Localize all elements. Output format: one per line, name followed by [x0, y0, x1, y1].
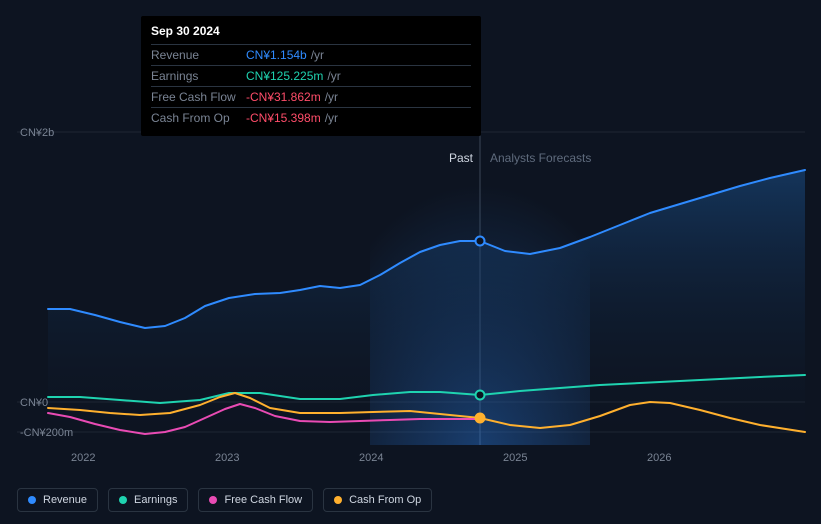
legend-dot [209, 496, 217, 504]
legend-dot [334, 496, 342, 504]
legend-item[interactable]: Cash From Op [323, 488, 432, 512]
tooltip-label: Earnings [151, 69, 246, 83]
legend-label: Revenue [43, 494, 87, 506]
tooltip-label: Cash From Op [151, 111, 246, 125]
tooltip-row: RevenueCN¥1.154b/yr [151, 44, 471, 65]
tooltip-rows: RevenueCN¥1.154b/yrEarningsCN¥125.225m/y… [151, 44, 471, 128]
tooltip-label: Revenue [151, 48, 246, 62]
tooltip-value: CN¥1.154b [246, 48, 307, 62]
tooltip-value: -CN¥31.862m [246, 90, 321, 104]
chart-legend: Revenue Earnings Free Cash Flow Cash From O… [17, 488, 432, 512]
legend-item[interactable]: Earnings [108, 488, 188, 512]
x-axis-label: 2025 [503, 452, 527, 464]
chart-tooltip: Sep 30 2024 RevenueCN¥1.154b/yrEarningsC… [141, 16, 481, 136]
y-axis-label: CN¥2b [20, 127, 54, 139]
legend-item[interactable]: Revenue [17, 488, 98, 512]
tooltip-row: Cash From Op-CN¥15.398m/yr [151, 107, 471, 128]
region-label-past: Past [449, 151, 473, 165]
tooltip-date: Sep 30 2024 [151, 24, 471, 44]
legend-dot [119, 496, 127, 504]
tooltip-unit: /yr [311, 48, 324, 62]
tooltip-row: EarningsCN¥125.225m/yr [151, 65, 471, 86]
legend-dot [28, 496, 36, 504]
region-label-forecast: Analysts Forecasts [490, 151, 591, 165]
legend-label: Cash From Op [349, 494, 421, 506]
tooltip-value: CN¥125.225m [246, 69, 323, 83]
tooltip-unit: /yr [327, 69, 340, 83]
x-axis-label: 2024 [359, 452, 383, 464]
x-axis-label: 2023 [215, 452, 239, 464]
tooltip-unit: /yr [325, 90, 338, 104]
y-axis-label: -CN¥200m [20, 427, 73, 439]
legend-item[interactable]: Free Cash Flow [198, 488, 313, 512]
tooltip-label: Free Cash Flow [151, 90, 246, 104]
x-axis-label: 2026 [647, 452, 671, 464]
y-axis-label: CN¥0 [20, 397, 48, 409]
legend-label: Earnings [134, 494, 177, 506]
x-axis-label: 2022 [71, 452, 95, 464]
tooltip-value: -CN¥15.398m [246, 111, 321, 125]
tooltip-unit: /yr [325, 111, 338, 125]
tooltip-row: Free Cash Flow-CN¥31.862m/yr [151, 86, 471, 107]
legend-label: Free Cash Flow [224, 494, 302, 506]
